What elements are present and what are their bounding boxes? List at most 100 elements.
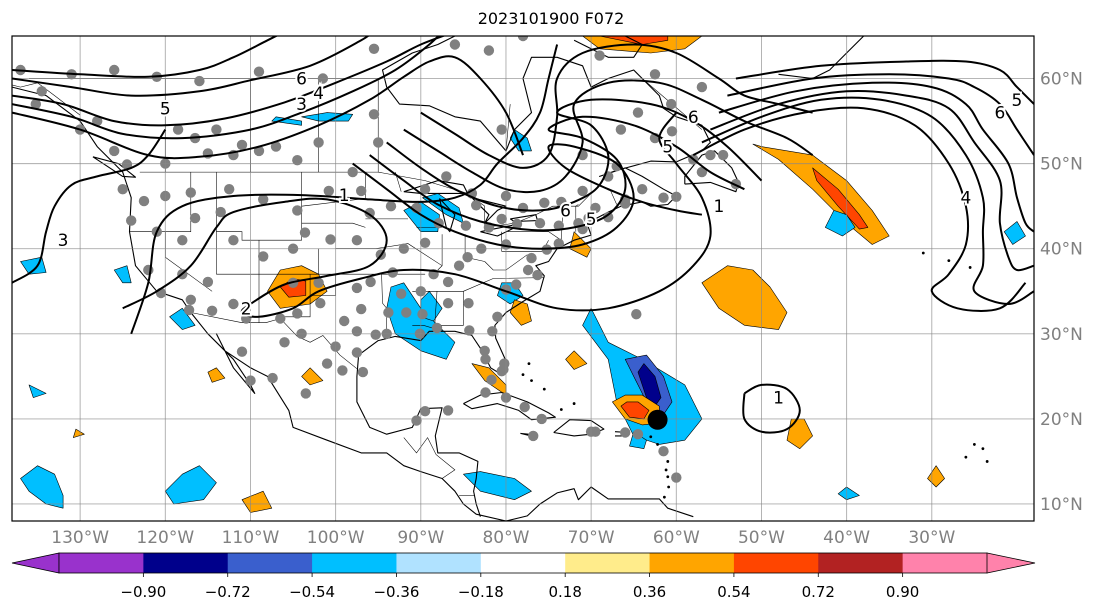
colorbar-segment [312,553,397,573]
station-marker [292,205,303,216]
station-marker [292,308,303,319]
anomaly-shading [20,256,47,275]
contour-label: 2 [241,299,252,319]
station-marker [121,159,133,170]
colorbar-arrow-low [11,552,60,574]
contour-line [403,79,814,194]
anomaly-shading [169,308,196,330]
contour-label: 1 [713,197,724,217]
station-marker [492,311,503,322]
lat-tick-label: 60°N [1040,70,1083,90]
lon-tick-label: 110°W [222,528,280,548]
colorbar-tick-label: −0.36 [373,583,419,601]
station-marker [517,36,529,42]
coastline [684,150,740,193]
station-marker [487,326,498,337]
station-marker [553,220,564,231]
coastline [553,419,605,437]
island [530,379,533,383]
island [666,460,670,463]
storm-position-marker [647,409,668,430]
coastline [12,86,507,521]
anomaly-shading [752,143,890,245]
map-frame [11,35,1035,522]
island [662,495,666,499]
contour-line [369,115,745,232]
anomaly-shading [113,265,132,284]
station-marker [194,75,205,87]
station-marker [396,288,407,299]
political-border [440,291,464,332]
anomaly-shading [271,116,302,126]
island [656,443,659,446]
political-border [280,274,311,318]
island [972,443,976,446]
station-marker [177,235,188,246]
anomaly-shading [20,465,64,509]
station-marker [517,202,529,214]
lat-tick-label: 30°N [1040,325,1083,345]
station-marker [526,252,537,264]
station-marker [211,124,222,135]
station-marker [480,387,491,398]
political-border [403,437,456,479]
station-marker [202,276,214,288]
station-marker [590,202,601,214]
island [921,251,925,255]
contour-line [12,36,446,127]
station-marker [411,415,422,426]
station-marker [185,294,196,305]
station-marker [279,337,290,348]
station-marker [496,213,507,225]
station-marker [215,206,226,218]
station-marker [496,124,507,135]
station-marker [138,195,150,207]
station-marker [313,137,324,148]
station-marker [637,184,648,195]
political-border [129,172,192,232]
station-marker [356,303,367,315]
island [559,408,563,411]
colorbar-border [58,552,988,574]
island [572,402,576,405]
contour-line [710,89,1034,272]
anomaly-shading [812,167,869,230]
station-marker [275,313,286,324]
station-marker [442,298,454,309]
contour-label: 6 [296,70,307,90]
station-marker [236,139,248,151]
station-marker [185,187,196,198]
political-border [484,254,528,271]
island [1054,349,1057,352]
station-marker [299,227,311,238]
island [964,455,968,459]
station-marker [658,446,669,457]
contour-label: 1 [773,389,784,409]
map-title: 2023101900 F072 [477,9,625,28]
station-marker [479,345,490,356]
station-marker [528,430,539,442]
lat-tick-label: 10°N [1040,495,1083,515]
station-marker [351,235,363,246]
colorbar-tick-label: 0.54 [717,583,750,601]
lon-tick-label: 80°W [482,528,529,548]
political-border [190,312,358,369]
island [1041,349,1044,352]
station-marker [325,234,336,245]
contour-label: 1 [339,186,350,206]
contour-line [386,98,763,212]
station-marker [480,354,491,365]
station-marker [92,115,103,127]
anomaly-shading [509,299,532,326]
station-marker [315,298,326,309]
colorbar-segment [480,553,566,573]
contour-line [718,81,1034,233]
island [521,373,525,377]
colorbar: −0.90 −0.72 −0.54 −0.36 −0.18 0.18 0.36 0.54 0.7… [11,552,1036,601]
anomaly-shading [620,401,650,420]
station-marker [419,184,431,195]
colorbar-arrow-high [986,552,1036,574]
station-marker [483,45,495,56]
